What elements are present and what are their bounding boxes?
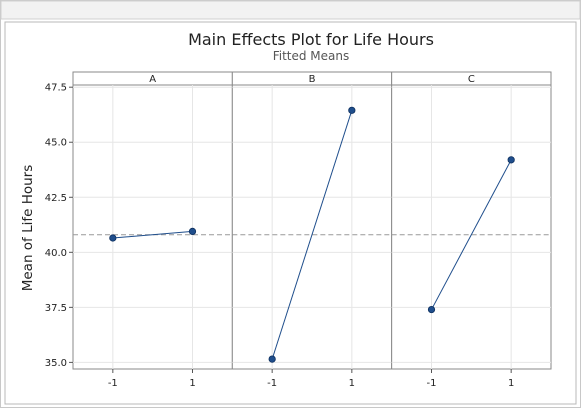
data-point xyxy=(348,106,356,114)
data-point xyxy=(109,234,117,242)
y-tick-label: 45.0 xyxy=(45,138,67,149)
y-tick-label: 42.5 xyxy=(45,193,67,204)
chart-subtitle: Fitted Means xyxy=(273,49,350,63)
data-point xyxy=(427,305,436,314)
data-point xyxy=(268,355,276,363)
effect-line xyxy=(112,230,193,239)
x-tick-label: -1 xyxy=(108,378,118,389)
panel-area xyxy=(391,84,552,370)
panel-area xyxy=(231,84,393,370)
panel-b: B -1 1 xyxy=(231,71,393,389)
panel-label: C xyxy=(468,74,475,85)
chart-title: Main Effects Plot for Life Hours xyxy=(188,30,434,49)
y-axis-label: Mean of Life Hours xyxy=(20,165,36,292)
panel-c: C -1 1 xyxy=(391,71,552,389)
data-point xyxy=(507,156,515,164)
panel-label: B xyxy=(309,74,316,85)
y-tick-label: 47.5 xyxy=(45,83,67,94)
data-point xyxy=(188,227,197,236)
window-top-bar xyxy=(0,0,581,20)
y-tick-label: 35.0 xyxy=(45,358,67,369)
effect-line xyxy=(431,159,512,310)
panel-label: A xyxy=(149,74,156,85)
panel-a: A -1 1 xyxy=(72,71,233,389)
effect-line xyxy=(271,110,353,360)
x-tick-label: 1 xyxy=(349,378,355,389)
x-tick-label: 1 xyxy=(508,378,514,389)
panels-layer: A -1 1 B -1 1 C -1 1 xyxy=(72,71,552,389)
y-tick-label: 40.0 xyxy=(45,248,67,259)
x-tick-label: -1 xyxy=(267,378,277,389)
x-tick-label: -1 xyxy=(427,378,437,389)
panel-area xyxy=(72,84,233,370)
y-axis: 35.0 37.5 40.0 42.5 45.0 47.5 xyxy=(45,83,73,369)
x-tick-label: 1 xyxy=(189,378,195,389)
y-tick-label: 37.5 xyxy=(45,303,67,314)
